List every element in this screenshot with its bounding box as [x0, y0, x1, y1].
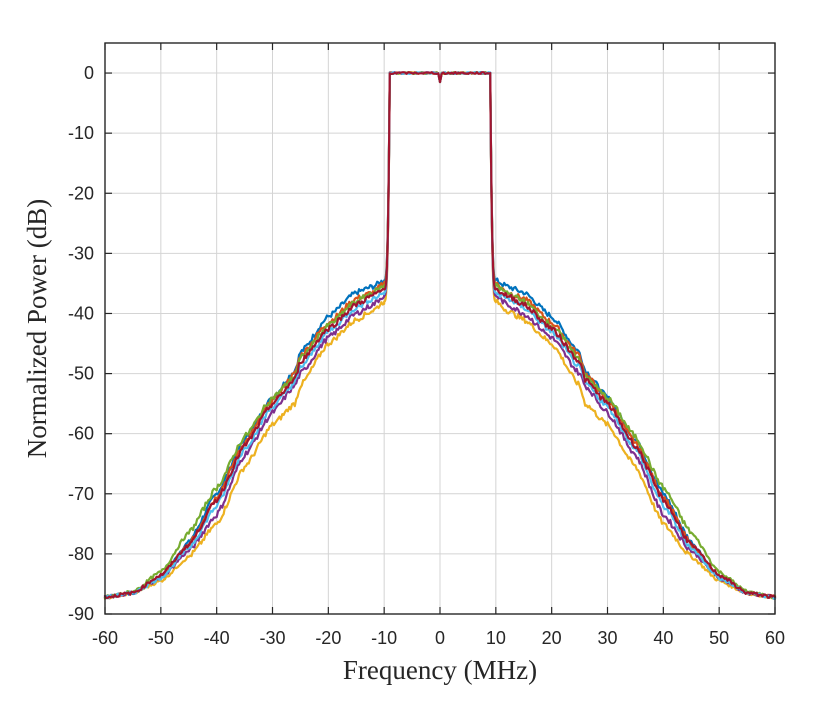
y-tick-label: -90 [68, 604, 94, 624]
x-tick-label: 60 [765, 628, 785, 648]
y-tick-label: -10 [68, 123, 94, 143]
y-tick-label: -60 [68, 424, 94, 444]
x-tick-label: 30 [597, 628, 617, 648]
series-layer [103, 71, 777, 600]
y-tick-label: 0 [84, 63, 94, 83]
y-tick-label: -70 [68, 484, 94, 504]
x-tick-label: 50 [709, 628, 729, 648]
x-tick-label: 40 [653, 628, 673, 648]
ticks: -60 -50 -40 -30 -20 -10 0 10 20 30 40 50 60 0 -10 -20 -3… [68, 43, 785, 648]
y-tick-label: -30 [68, 243, 94, 263]
x-tick-label: -50 [148, 628, 174, 648]
x-tick-label: -30 [259, 628, 285, 648]
y-tick-label: -50 [68, 364, 94, 384]
x-tick-label: 10 [486, 628, 506, 648]
x-tick-label: -20 [315, 628, 341, 648]
y-tick-label: -20 [68, 183, 94, 203]
x-axis-title: Frequency (MHz) [343, 655, 537, 685]
x-tick-label: 0 [435, 628, 445, 648]
x-tick-label: -40 [204, 628, 230, 648]
y-tick-label: -80 [68, 544, 94, 564]
x-tick-label: -10 [371, 628, 397, 648]
series-darkred [103, 71, 777, 600]
x-tick-label: -60 [92, 628, 118, 648]
y-tick-label: -40 [68, 303, 94, 323]
x-tick-label: 20 [542, 628, 562, 648]
y-axis-title: Normalized Power (dB) [22, 199, 52, 458]
